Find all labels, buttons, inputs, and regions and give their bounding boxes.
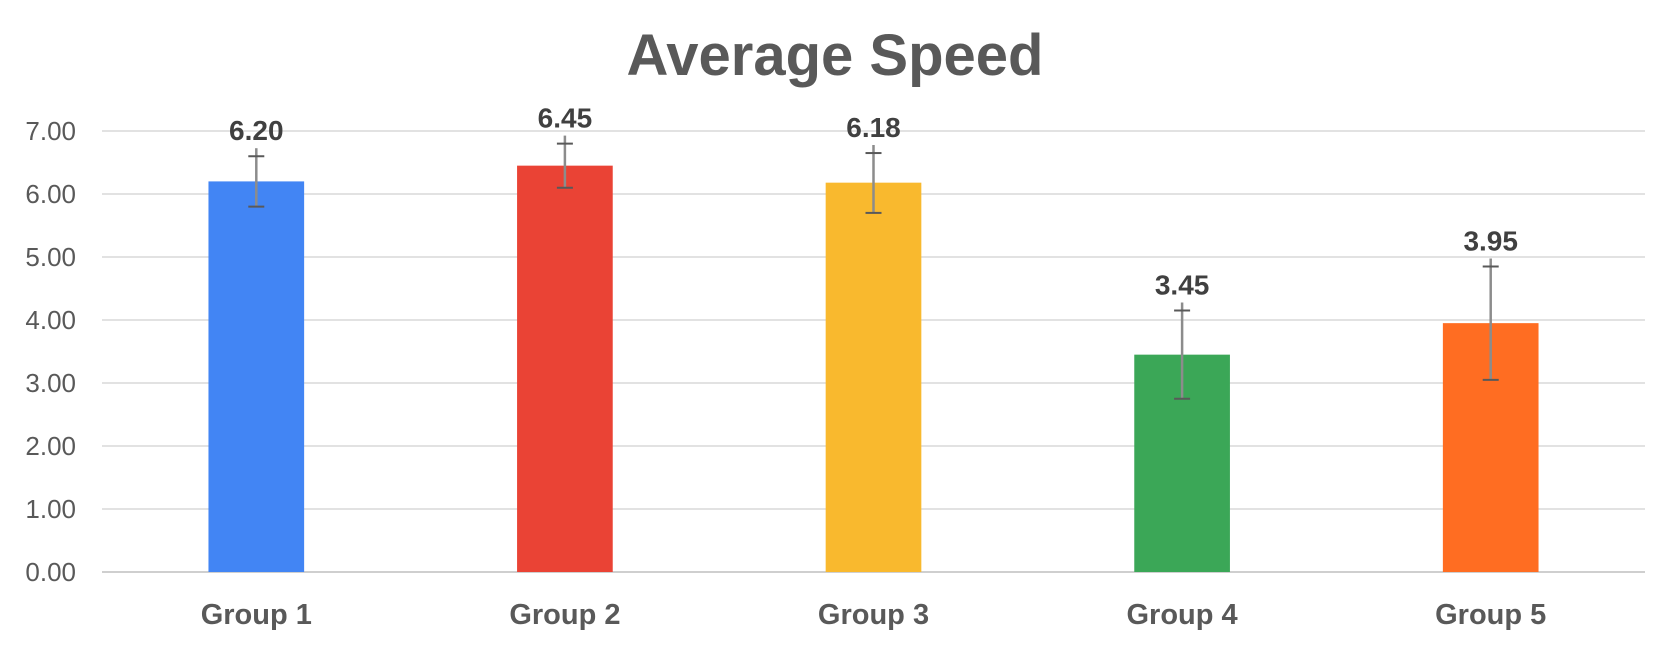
y-tick-label: 1.00 [25, 494, 76, 524]
bar-2 [517, 165, 613, 572]
x-axis: Group 1 Group 2 Group 3 Group 4 Group 5 [201, 599, 1547, 631]
data-label-2: 6.45 [538, 103, 593, 134]
bar-1 [208, 181, 305, 572]
y-tick-label: 2.00 [25, 431, 76, 461]
error-bar-3 [865, 145, 882, 214]
y-tick-label: 4.00 [25, 305, 76, 335]
chart-title: Average Speed [627, 23, 1044, 88]
bar-3 [825, 182, 922, 572]
data-labels: 6.20 6.45 6.18 3.45 3.95 [229, 103, 1518, 301]
y-tick-label: 5.00 [25, 242, 76, 272]
error-bar-4 [1174, 302, 1191, 400]
data-label-3: 6.18 [846, 112, 901, 143]
y-tick-label: 0.00 [25, 557, 76, 587]
bars [208, 165, 1539, 572]
data-label-4: 3.45 [1155, 270, 1210, 301]
error-bar-5 [1482, 258, 1499, 381]
y-axis: 0.00 1.00 2.00 3.00 4.00 5.00 6.00 7.00 [25, 116, 76, 587]
x-tick-label: Group 1 [201, 599, 312, 631]
x-tick-label: Group 5 [1435, 599, 1546, 631]
data-label-5: 3.95 [1463, 225, 1518, 256]
y-tick-label: 3.00 [25, 368, 76, 398]
y-tick-label: 7.00 [25, 116, 76, 146]
x-tick-label: Group 4 [1127, 599, 1238, 631]
y-tick-label: 6.00 [25, 179, 76, 209]
error-bars [248, 135, 1499, 400]
error-bar-2 [556, 135, 573, 189]
error-bar-1 [248, 148, 265, 208]
x-tick-label: Group 3 [818, 599, 929, 631]
x-tick-label: Group 2 [509, 599, 620, 631]
data-label-1: 6.20 [229, 115, 284, 146]
